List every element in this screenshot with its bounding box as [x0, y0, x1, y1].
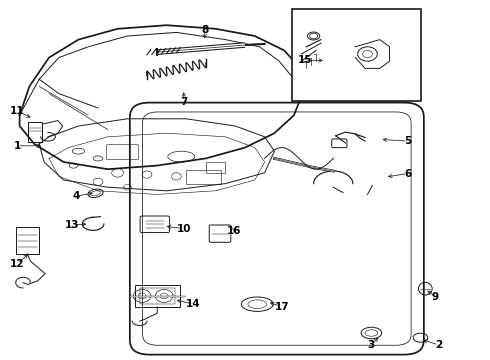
Text: 15: 15: [297, 55, 312, 66]
Bar: [28, 122, 42, 142]
Bar: [206, 162, 225, 173]
Text: 8: 8: [201, 24, 208, 35]
Text: 12: 12: [10, 258, 24, 269]
Bar: [186, 170, 220, 184]
Text: 11: 11: [10, 106, 24, 116]
Text: 16: 16: [227, 226, 242, 236]
Text: 7: 7: [180, 96, 188, 107]
Text: 2: 2: [435, 340, 442, 350]
Bar: [135, 285, 180, 307]
Text: 4: 4: [72, 191, 80, 201]
Bar: [16, 227, 39, 254]
Text: 13: 13: [65, 220, 80, 230]
Text: 5: 5: [404, 136, 411, 146]
Text: 14: 14: [186, 299, 201, 309]
Text: 3: 3: [368, 340, 375, 350]
Bar: [140, 288, 175, 304]
Text: 1: 1: [14, 141, 21, 151]
Text: 6: 6: [404, 168, 411, 179]
Text: 17: 17: [274, 302, 289, 312]
Bar: [292, 9, 421, 101]
Text: 10: 10: [176, 224, 191, 234]
Text: 9: 9: [432, 292, 439, 302]
